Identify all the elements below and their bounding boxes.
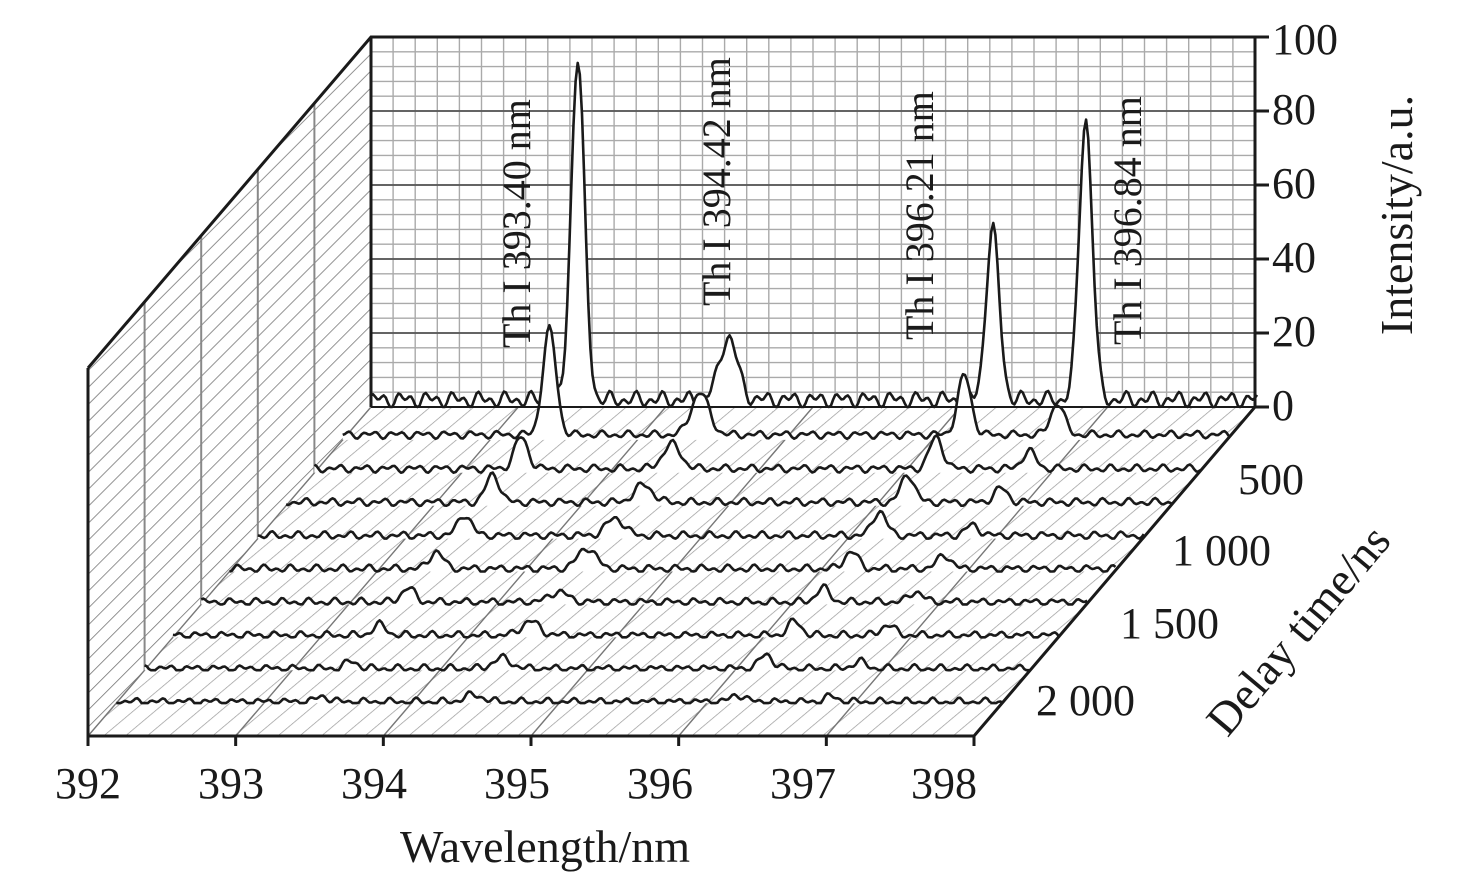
peak-labels: Th I 393.40 nm Th I 394.42 nm Th I 396.2…	[494, 57, 1150, 348]
x-tick-label: 392	[55, 759, 121, 808]
left-wall	[88, 37, 371, 736]
z-tick-label: 40	[1272, 233, 1316, 282]
wavelength-tick-labels: 392 393 394 395 396 397 398	[55, 759, 977, 808]
series-line	[200, 583, 1088, 606]
x-axis-title: Wavelength/nm	[400, 821, 690, 872]
series-line	[342, 323, 1230, 441]
z-tick-label: 0	[1272, 381, 1294, 430]
series-line	[172, 617, 1060, 639]
z-axis-title: Intensity/a.u.	[1371, 95, 1422, 335]
y-tick-label: 500	[1238, 455, 1304, 504]
y-tick-label: 1 500	[1120, 599, 1219, 648]
series-line	[229, 547, 1117, 573]
axes-frame	[86, 35, 1269, 746]
x-tick-label: 395	[484, 759, 550, 808]
series-fill	[314, 435, 1201, 473]
x-tick-label: 398	[911, 759, 977, 808]
peak-label: Th I 394.42 nm	[694, 57, 739, 306]
x-tick-label: 396	[627, 759, 693, 808]
series-fill	[144, 653, 1031, 671]
spectra-traces	[116, 61, 1259, 705]
series-line	[313, 433, 1202, 475]
x-tick-label: 393	[198, 759, 264, 808]
z-tick-label: 100	[1272, 15, 1338, 64]
series-line	[116, 690, 1003, 705]
series-line	[285, 471, 1173, 508]
x-tick-label: 397	[770, 759, 836, 808]
y-tick-label: 2 000	[1036, 676, 1135, 725]
y-tick-label: 1 000	[1172, 526, 1271, 575]
series-line	[144, 652, 1031, 672]
peak-label: Th I 396.21 nm	[897, 91, 942, 340]
series-fill	[116, 691, 1003, 704]
z-tick-label: 60	[1272, 159, 1316, 208]
intensity-tick-labels: 0 20 40 60 80 100	[1272, 15, 1338, 430]
series-line	[257, 509, 1145, 540]
series-line	[370, 61, 1259, 409]
z-tick-label: 20	[1272, 307, 1316, 356]
delay-tick-labels: 500 1 000 1 500 2 000	[1036, 455, 1304, 725]
series-fill	[201, 584, 1088, 605]
x-tick-label: 394	[341, 759, 407, 808]
z-tick-label: 80	[1272, 85, 1316, 134]
peak-label: Th I 396.84 nm	[1105, 96, 1150, 345]
peak-label: Th I 393.40 nm	[494, 99, 539, 348]
